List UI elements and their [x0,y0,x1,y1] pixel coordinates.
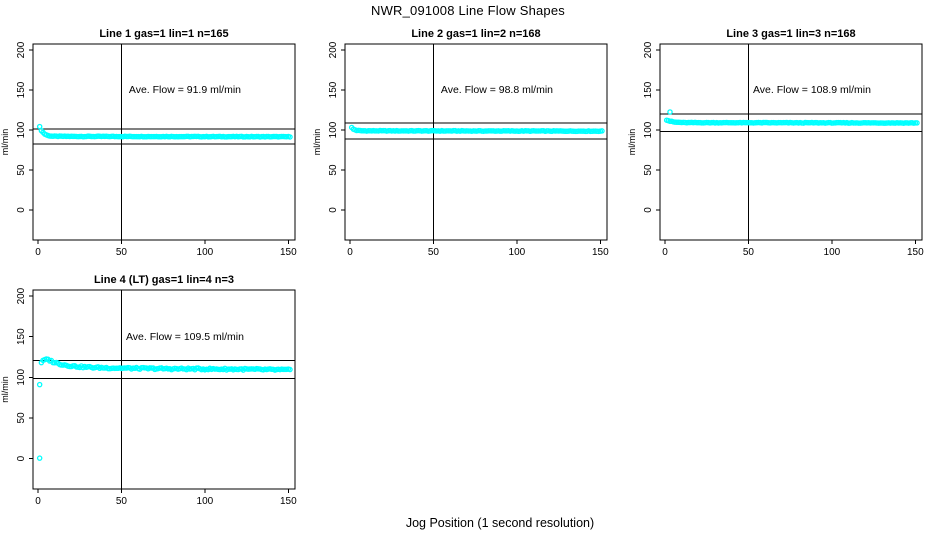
x-tick-label: 150 [907,247,924,258]
outlier-point [667,109,673,115]
data-series [36,356,293,461]
y-tick-label: 0 [16,207,27,213]
x-tick-label: 100 [197,247,214,258]
x-tick-label: 100 [509,247,526,258]
y-tick-label: 150 [16,81,27,98]
y-axis-unit-label: ml/min [0,376,10,403]
y-tick-label: 100 [328,121,339,138]
x-tick-label: 150 [280,496,297,507]
y-axis-unit-label: ml/min [312,129,322,156]
y-tick-label: 50 [643,164,654,176]
x-tick-label: 50 [428,247,440,258]
data-point [287,134,293,140]
x-tick-label: 100 [197,496,214,507]
x-tick-label: 50 [116,496,128,507]
data-point [914,120,920,126]
x-tick-label: 0 [347,247,353,258]
y-tick-label: 200 [16,41,27,58]
data-series [36,123,293,140]
y-tick-label: 200 [328,41,339,58]
panel-title: Line 3 gas=1 lin=3 n=168 [726,28,855,40]
x-tick-label: 0 [662,247,668,258]
panel-title: Line 4 (LT) gas=1 lin=4 n=3 [94,274,234,286]
panel-line-4-lt: Line 4 (LT) gas=1 lin=4 n=3 0 50 100 150 0 50 1… [0,274,297,507]
x-axis-label: Jog Position (1 second resolution) [405,516,595,530]
plot-box [659,43,923,241]
plot-box [344,43,608,241]
ave-flow-label: Ave. Flow = 98.8 ml/min [441,84,553,96]
outlier-point [36,455,43,461]
y-tick-label: 200 [16,287,27,304]
data-series [663,109,920,126]
panel-line-1: Line 1 gas=1 lin=1 n=165 0 50 100 150 0 50 100 1… [0,28,297,258]
y-tick-label: 150 [16,328,27,345]
y-tick-label: 200 [643,41,654,58]
y-tick-label: 0 [16,455,27,461]
x-tick-label: 50 [743,247,755,258]
y-tick-label: 100 [16,369,27,386]
ave-flow-label: Ave. Flow = 109.5 ml/min [126,331,244,343]
figure-title: NWR_091008 Line Flow Shapes [370,3,565,18]
x-tick-label: 0 [35,496,41,507]
x-tick-label: 0 [35,247,41,258]
x-tick-label: 150 [280,247,297,258]
x-tick-label: 100 [824,247,841,258]
y-axis-unit-label: ml/min [0,129,10,156]
outlier-point [36,381,43,388]
panel-line-3: Line 3 gas=1 lin=3 n=168 0 50 100 150 0 50 100 1… [627,28,924,258]
y-tick-label: 50 [16,164,27,176]
ave-flow-label: Ave. Flow = 91.9 ml/min [129,84,241,96]
data-point [287,366,293,373]
y-tick-label: 150 [328,81,339,98]
data-series [348,124,605,135]
y-tick-label: 0 [643,207,654,213]
panel-line-2: Line 2 gas=1 lin=2 n=168 0 50 100 150 0 50 100 1… [312,28,609,258]
y-tick-label: 50 [16,412,27,424]
ave-flow-label: Ave. Flow = 108.9 ml/min [753,84,871,96]
plot-box [32,289,296,490]
y-tick-label: 50 [328,164,339,176]
x-tick-label: 150 [592,247,609,258]
panel-title: Line 1 gas=1 lin=1 n=165 [99,28,228,40]
panel-title: Line 2 gas=1 lin=2 n=168 [411,28,540,40]
y-tick-label: 100 [643,121,654,138]
y-tick-label: 0 [328,207,339,213]
y-axis-unit-label: ml/min [627,129,637,156]
data-point [599,128,605,134]
y-tick-label: 100 [16,121,27,138]
x-tick-label: 50 [116,247,128,258]
y-tick-label: 150 [643,81,654,98]
plot-box [32,43,296,241]
